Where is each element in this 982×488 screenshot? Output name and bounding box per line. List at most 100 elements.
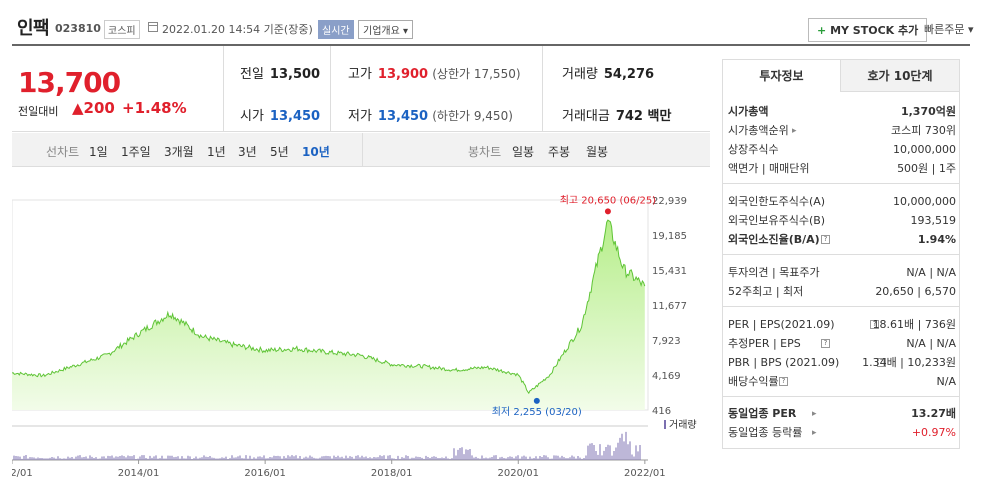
candle-daily[interactable]: 일봉 [512,145,535,159]
price-chart[interactable]: 22,939 19,185 15,431 11,677 7,923 4,169 416 20… [12,190,710,480]
invest-row[interactable]: PER | EPS(2021.09)? 18.61배 | 736원 [728,316,956,334]
stat-volume: 거래량 54,276 [562,63,654,82]
price-area [12,220,645,410]
invest-row-value: 20,650 | 6,570 [875,285,956,298]
invest-row[interactable]: 추정PER | EPS? N/A | N/A [728,335,956,353]
invest-row-value: 10,000,000 [893,195,956,208]
tab-invest-info[interactable]: 투자정보 [723,60,841,92]
quote-datetime: 2022.01.20 14:54 기준(장중) [162,23,313,36]
candle-weekly[interactable]: 주봉 [548,145,571,159]
x-tick-label: 2022/01 [624,468,666,479]
divider [723,254,959,255]
caret-icon[interactable]: ▸ [812,428,817,438]
price-line [12,219,646,395]
invest-row-label: 배당수익률 [728,375,779,388]
divider [723,306,959,307]
divider [542,46,543,132]
period-5y[interactable]: 5년 [270,145,289,159]
invest-row: 액면가 | 매매단위 500원 | 1주 [728,160,956,178]
period-10y[interactable]: 10년 [302,145,330,159]
invest-row-value: 1.94% [917,233,956,246]
help-icon[interactable]: ? [821,235,830,244]
stock-code: 023810 [55,22,101,35]
lower-limit: (하한가 9,450) [432,109,513,123]
period-3m[interactable]: 3개월 [164,145,194,159]
x-tick-label: 2012/01 [12,468,33,479]
caret-icon[interactable]: ▸ [812,409,817,419]
invest-row[interactable]: 배당수익률? N/A [728,373,956,391]
invest-row[interactable]: 동일업종 등락률 ▸ +0.97% [728,424,956,442]
quick-order-dropdown[interactable]: 빠른주문 ▾ [924,23,974,36]
x-tick-label: 2018/01 [371,468,413,479]
stat-label: 거래량 [562,67,598,82]
stat-label: 고가 [348,67,372,82]
divider [362,133,363,167]
invest-row-value: 13.27배 [911,407,956,420]
help-icon[interactable]: ? [821,339,830,348]
chart-period-bar: 선차트 1일 1주일 3개월 1년 3년 5년 10년 봉차트 일봉 주봉 월봉 [12,133,710,167]
add-mystock-label: MY STOCK 추가 [830,24,919,37]
period-3y[interactable]: 3년 [238,145,257,159]
invest-row-label: 외국인보유주식수(B) [728,214,826,227]
divider [723,396,959,397]
invest-row-label: 추정PER | EPS [728,337,801,350]
invest-row: 52주최고 | 최저 20,650 | 6,570 [728,283,956,301]
y-tick-label: 416 [652,406,671,417]
tab-orderbook-10[interactable]: 호가 10단계 [841,60,959,92]
volume-legend-swatch [664,420,666,429]
x-tick-label: 2016/01 [244,468,286,479]
y-tick-label: 11,677 [652,301,687,312]
invest-row-value: 500원 | 1주 [897,162,956,175]
period-1d[interactable]: 1일 [89,145,108,159]
stat-label: 시가 [240,109,264,124]
invest-row-label: 시가총액 [728,105,769,118]
low-annotation: 최저 2,255 (03/20) [492,406,582,418]
realtime-badge[interactable]: 실시간 [318,20,354,39]
invest-row-label: 외국인한도주식수(A) [728,195,826,208]
price-summary: 13,700 전일대비 ▲200 +1.48% [12,46,224,132]
invest-row[interactable]: 시가총액순위 ▸ 코스피 730위 [728,122,956,140]
change-label: 전일대비 [18,105,59,118]
line-chart-label: 선차트 [46,145,80,159]
invest-row: 시가총액 1,370억원 [728,103,956,121]
candle-chart-label: 봉차트 [468,145,502,159]
divider [330,46,331,132]
invest-row-label: PBR | BPS (2021.09) [728,356,840,369]
invest-row[interactable]: PBR | BPS (2021.09)? 1.34배 | 10,233원 [728,354,956,372]
stat-label: 저가 [348,109,372,124]
divider [723,183,959,184]
invest-row-value: 1,370억원 [900,105,956,118]
help-icon[interactable]: ? [870,320,879,329]
invest-row: 투자의견 | 목표주가 N/A | N/A [728,264,956,282]
current-price: 13,700 [18,66,121,99]
help-icon[interactable]: ? [779,377,788,386]
period-1y[interactable]: 1년 [207,145,226,159]
stat-label: 거래대금 [562,109,610,124]
help-icon[interactable]: ? [877,358,886,367]
invest-row-label: 시가총액순위 [728,124,789,137]
invest-row-label: PER | EPS(2021.09) [728,318,835,331]
stat-value: 13,450 [377,109,429,124]
invest-row-label: 52주최고 | 최저 [728,285,804,298]
company-overview-dropdown[interactable]: 기업개요 ▾ [358,20,413,39]
period-1w[interactable]: 1주일 [121,145,151,159]
invest-row-label: 외국인소진율(B/A) [728,233,820,246]
add-mystock-button[interactable]: + MY STOCK 추가 [808,18,928,42]
price-change-percent: +1.48% [122,99,187,117]
invest-row[interactable]: 동일업종 PER ▸ 13.27배 [728,405,956,423]
invest-row-value: 18.61배 | 736원 [872,318,956,331]
stat-value: 742 백만 [615,109,672,124]
invest-row-label: 액면가 | 매매단위 [728,162,810,175]
plus-icon: + [817,24,827,37]
invest-row[interactable]: 외국인소진율(B/A)? 1.94% [728,231,956,249]
stock-name: 인팩 [17,18,50,39]
x-tick-label: 2014/01 [118,468,160,479]
invest-row-label: 투자의견 | 목표주가 [728,266,820,279]
caret-icon[interactable]: ▸ [792,126,797,136]
stock-header: 인팩 023810 코스피 2022.01.20 14:54 기준(장중) 실시… [0,0,982,44]
stat-label: 전일 [240,67,264,82]
y-tick-label: 15,431 [652,266,687,277]
volume-legend: 거래량 [669,419,697,431]
candle-monthly[interactable]: 월봉 [586,145,609,159]
invest-row-value: N/A [936,375,956,388]
